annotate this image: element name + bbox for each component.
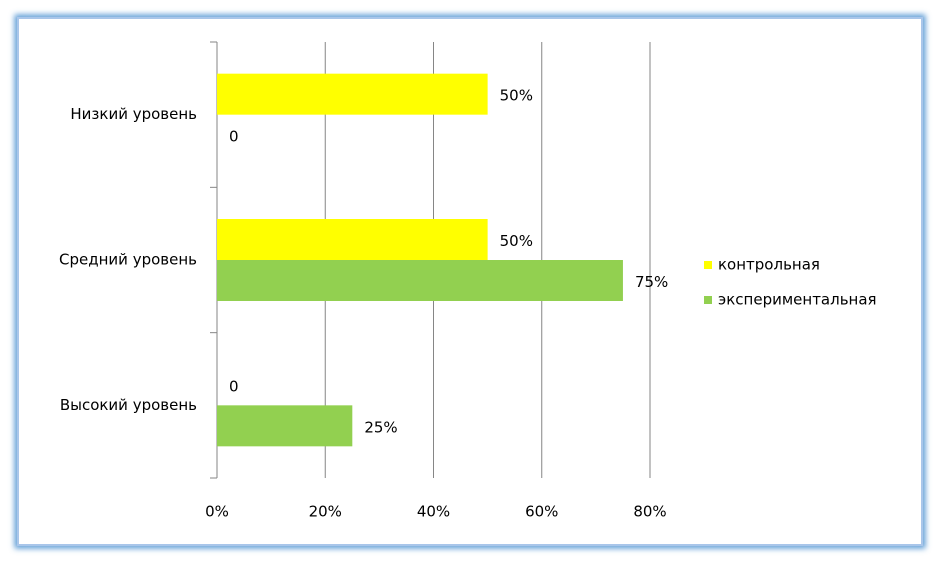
x-tick-label: 0% xyxy=(205,503,229,521)
y-tick-label: Высокий уровень xyxy=(60,396,197,414)
legend-label: контрольная xyxy=(718,256,820,274)
data-label: 50% xyxy=(500,87,533,105)
x-tick-label: 20% xyxy=(309,503,342,521)
data-label: 50% xyxy=(500,232,533,250)
y-tick-label: Низкий уровень xyxy=(70,105,197,123)
bar xyxy=(217,260,623,301)
data-label: 0 xyxy=(229,377,239,395)
data-label: 25% xyxy=(364,418,397,436)
y-tick-label: Средний уровень xyxy=(59,251,197,269)
legend-swatch xyxy=(704,261,712,269)
legend-swatch xyxy=(704,296,712,304)
x-tick-label: 60% xyxy=(525,503,558,521)
x-tick-label: 40% xyxy=(417,503,450,521)
data-label: 0 xyxy=(229,128,239,146)
bar xyxy=(217,219,488,260)
data-label: 75% xyxy=(635,273,668,291)
bar xyxy=(217,73,488,115)
x-tick-label: 80% xyxy=(633,503,666,521)
bar xyxy=(217,405,353,447)
plot-area: 0% 20% 40% 60% 80% Низкий уровень 50% 0 Средний … xyxy=(59,41,877,521)
legend-label: экспериментальная xyxy=(718,291,877,309)
